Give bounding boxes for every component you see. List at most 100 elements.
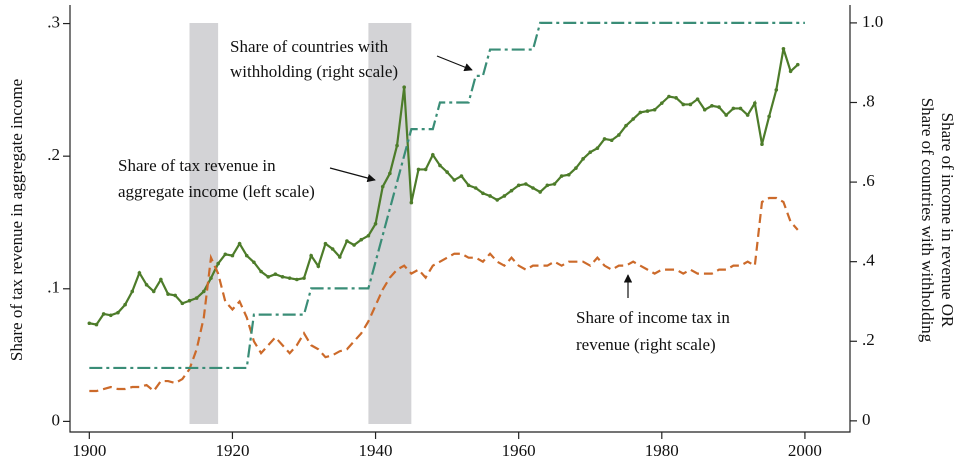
y2-tick-label: .2 [862, 330, 875, 349]
series-point [173, 293, 177, 298]
series-point [566, 172, 571, 177]
series-point [466, 183, 471, 188]
series-point [309, 253, 313, 258]
series-point [738, 106, 743, 111]
annotation: withholding (right scale) [230, 62, 398, 81]
series-point [781, 46, 786, 51]
series-point [516, 183, 521, 188]
x-tick-label: 1940 [359, 441, 393, 460]
series-point [101, 312, 106, 316]
y2-tick-label: .8 [862, 91, 875, 110]
series-point [302, 276, 306, 280]
annotation: aggregate income (left scale) [118, 182, 315, 201]
series-point [645, 109, 650, 113]
series-point [416, 167, 421, 172]
series-point [502, 194, 507, 198]
series-point [252, 260, 256, 265]
series-point [94, 322, 99, 327]
series-point [545, 183, 550, 188]
series-point [509, 188, 514, 193]
y2-tick-label: 1.0 [862, 12, 883, 31]
series-point [488, 194, 492, 198]
series-point [216, 261, 220, 266]
series-point [295, 277, 299, 282]
series-point [337, 255, 342, 259]
series-point [287, 276, 292, 280]
series-point [717, 105, 721, 109]
series-point [259, 269, 263, 274]
series-point [323, 241, 328, 246]
series-point [359, 237, 364, 242]
y2-tick-label: 0 [862, 410, 871, 429]
y-tick-label: .3 [47, 12, 60, 31]
series-point [345, 239, 349, 243]
series-point [774, 88, 779, 92]
series-point [316, 264, 321, 269]
series-point [588, 150, 593, 154]
y-tick-label: .1 [47, 278, 60, 297]
series-point [581, 157, 585, 161]
series-point [609, 138, 614, 143]
series-point [788, 69, 793, 74]
y2-axis-label: Share of countries with withholding [918, 98, 937, 343]
series-point [87, 321, 92, 326]
annotation: Share of countries with [230, 37, 389, 56]
series-line [89, 21, 805, 370]
series-point [531, 186, 535, 190]
series-point [409, 200, 414, 205]
series-point [452, 178, 457, 182]
series-point [423, 167, 428, 172]
x-tick-label: 1980 [645, 441, 679, 460]
series-point [473, 186, 478, 190]
x-tick-label: 1920 [215, 441, 249, 460]
series-point [481, 191, 485, 196]
series-point [574, 166, 578, 170]
series-point [767, 114, 771, 119]
series-point [438, 163, 442, 168]
series-point [445, 170, 449, 174]
series-point [552, 182, 557, 186]
series-point [366, 233, 371, 238]
annotation: Share of tax revenue in [118, 156, 276, 175]
x-tick-label: 1960 [502, 441, 536, 460]
series-point [724, 113, 729, 117]
shaded-region [189, 23, 219, 424]
series-point [395, 143, 399, 148]
series-line [89, 196, 799, 393]
series-point [202, 289, 206, 294]
series-point [688, 102, 693, 107]
x-tick-label: 2000 [788, 441, 822, 460]
series-point [137, 271, 142, 275]
series-point [638, 110, 643, 115]
series-point [402, 85, 406, 90]
x-tick-label: 1900 [72, 441, 106, 460]
series-point [187, 298, 192, 303]
series-point [495, 198, 500, 202]
series-point [681, 102, 686, 107]
series-point [753, 101, 757, 105]
series-point [388, 171, 392, 176]
y2-tick-label: .6 [862, 171, 875, 190]
series-point [130, 289, 135, 294]
plot-area [87, 21, 805, 393]
y-tick-label: 0 [52, 410, 61, 429]
series-point [624, 123, 628, 128]
series-point [123, 302, 127, 307]
series-point [431, 153, 435, 157]
series-point [266, 275, 271, 279]
series-point [244, 253, 249, 258]
series-point [209, 276, 213, 280]
series-point [380, 184, 385, 189]
series-point [194, 296, 199, 300]
y2-axis-label: Share of income in revenue OR [938, 113, 957, 328]
series-point [760, 142, 764, 147]
series-point [745, 113, 750, 117]
series-point [151, 289, 156, 294]
series-point [652, 107, 657, 112]
series-point [710, 103, 714, 108]
series-point [223, 252, 228, 257]
series-point [230, 253, 235, 258]
y2-tick-label: .4 [862, 251, 875, 270]
shaded-regions [189, 23, 412, 424]
